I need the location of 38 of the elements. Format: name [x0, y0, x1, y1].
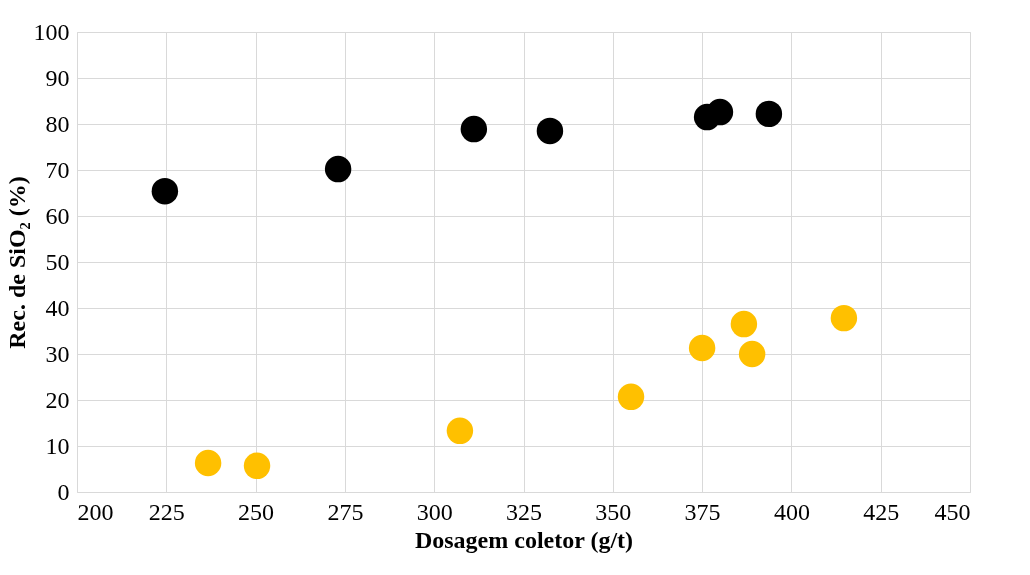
x-tick-label: 400 [773, 498, 810, 525]
x-tick-label: 450 [934, 498, 971, 525]
x-tick-label: 375 [684, 498, 721, 525]
x-tick-label: 200 [77, 498, 114, 525]
y-tick-label: 80 [45, 110, 70, 137]
y-tick-label: 50 [45, 248, 70, 275]
y-axis-title: Rec. de SiO₂ (%) [3, 176, 30, 349]
point [151, 177, 179, 205]
y-tick-label: 10 [45, 432, 70, 459]
x-tick-label: 225 [148, 498, 185, 525]
x-tick-label: 275 [327, 498, 364, 525]
point [688, 334, 716, 362]
x-tick-label: 250 [238, 498, 275, 525]
x-tick-label: 350 [595, 498, 632, 525]
x-tick-label: 425 [863, 498, 900, 525]
x-tick-label: 300 [416, 498, 453, 525]
y-tick-label: 20 [45, 386, 70, 413]
y-tick-label: 0 [57, 478, 70, 505]
x-axis-title: Dosagem coletor (g/t) [414, 526, 634, 553]
x-tick-label: 325 [506, 498, 542, 525]
y-tick-label: 40 [45, 294, 70, 321]
point [738, 340, 766, 368]
point [730, 310, 758, 338]
point [460, 115, 488, 143]
point [706, 98, 734, 126]
point [830, 304, 858, 332]
point [755, 100, 783, 128]
point [324, 155, 352, 183]
y-tick-label: 90 [45, 64, 70, 91]
y-tick-label: 60 [45, 202, 70, 229]
point [194, 449, 222, 477]
point [536, 117, 564, 145]
point [446, 417, 474, 445]
y-tick-label: 100 [33, 18, 70, 45]
y-tick-label: 30 [45, 340, 70, 367]
y-tick-label: 70 [45, 156, 70, 183]
point [617, 383, 645, 410]
point [243, 452, 271, 479]
